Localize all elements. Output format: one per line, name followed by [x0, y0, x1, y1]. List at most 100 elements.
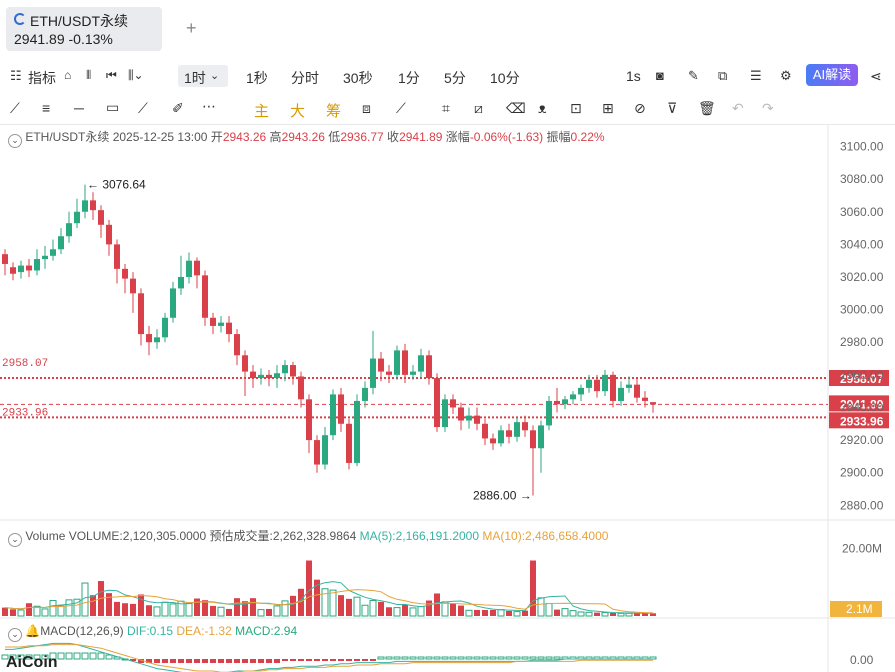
magnet-icon[interactable]: ⧈ [362, 100, 371, 116]
list-icon[interactable]: ☰ [750, 68, 762, 83]
redo-icon[interactable]: ↷ [762, 100, 774, 116]
split-screen-icon[interactable]: ⦀ [86, 68, 92, 82]
lock-icon[interactable]: ⊡ [570, 100, 582, 116]
parallel-lines-icon[interactable]: ≡ [42, 100, 51, 116]
indicator-button[interactable]: 指标 [28, 70, 56, 86]
volume-bar [441, 601, 449, 617]
visibility-icon[interactable]: ⊞ [602, 100, 614, 116]
candle-body [10, 267, 16, 274]
ray-icon[interactable]: ⟋ [138, 100, 148, 116]
volume-bar [306, 560, 312, 616]
add-tab-button[interactable]: + [186, 18, 197, 38]
candle-type-icon[interactable]: ⫼⌄ [128, 68, 144, 82]
high-value: 2943.26 [281, 130, 325, 144]
interval-1m[interactable]: 1分 [398, 70, 420, 86]
y-tick-label: 3040.00 [840, 237, 884, 251]
link-icon[interactable]: ⊘ [634, 100, 646, 116]
interval-1s[interactable]: 1秒 [246, 70, 268, 86]
low-value: 2936.77 [340, 130, 384, 144]
more-icon[interactable]: ⋯ [202, 98, 216, 114]
template-icon[interactable]: ⌂ [64, 68, 72, 82]
macd-bar [226, 659, 232, 663]
candle-body [26, 265, 32, 271]
aicoin-logo: AiCoin [6, 654, 58, 671]
volume-bar [49, 600, 57, 617]
macd-bar [529, 656, 537, 660]
interval-30s[interactable]: 30秒 [343, 70, 373, 86]
filter-icon[interactable]: ⊽ [667, 100, 678, 116]
settings-icon[interactable]: ⚙ [780, 68, 792, 83]
macd-bar [322, 659, 328, 661]
candle-body [434, 378, 440, 428]
macd-bar [138, 659, 144, 663]
eraser-icon[interactable]: ⌫ [506, 100, 526, 116]
main-force-tool[interactable]: 主 [254, 103, 270, 120]
volume-bar [530, 560, 536, 616]
collapse-icon[interactable]: ⌄ [8, 628, 22, 642]
macd-bar [210, 659, 216, 663]
candle-body [554, 400, 560, 405]
loading-icon [14, 13, 26, 25]
rewind-icon[interactable]: ⏮ [106, 68, 117, 82]
candle-body [290, 365, 296, 377]
interval-timeline[interactable]: 分时 [291, 70, 319, 86]
big-order-tool[interactable]: 大 [290, 103, 306, 120]
volume-bar [290, 595, 296, 616]
horizontal-line-icon[interactable]: ─ [74, 100, 84, 116]
interval-1s-right[interactable]: 1s [626, 68, 641, 84]
volume-bar [601, 612, 609, 617]
trash-icon[interactable]: 🗑 [698, 100, 716, 116]
trend-line-icon[interactable]: ⟋ [10, 100, 20, 116]
candle-body [410, 371, 416, 375]
volume-bar [26, 603, 32, 616]
volume-bar [90, 595, 96, 616]
macd-bar [505, 656, 513, 660]
volume-bar [73, 598, 81, 617]
y-tick-label: 2980.00 [840, 335, 884, 349]
macd-bar [81, 652, 89, 660]
interval-10m[interactable]: 10分 [490, 70, 520, 86]
high-label: 高 [269, 130, 282, 144]
chart-settings-icon[interactable]: ☷ [10, 68, 22, 83]
interval-dropdown[interactable]: 1时 ⌄ [178, 65, 228, 87]
undo-icon[interactable]: ↶ [732, 100, 744, 116]
pattern-icon[interactable]: ᴥ [538, 100, 547, 116]
y-tick-label: 2940.00 [840, 400, 884, 414]
candle-body [450, 399, 456, 408]
copy-icon[interactable]: ⧉ [718, 68, 728, 83]
collapse-icon[interactable]: ⌄ [8, 533, 22, 547]
symbol-tab[interactable]: ETH/USDT永续 2941.89 -0.13% [6, 7, 162, 51]
volume-bar [361, 604, 369, 617]
brush-icon[interactable]: ✐ [172, 100, 184, 116]
candle-body [250, 371, 256, 379]
ai-analysis-button[interactable]: AI解读 [806, 64, 858, 86]
chip-tool[interactable]: 筹 [326, 103, 342, 120]
ruler-icon[interactable]: ⧄ [474, 100, 483, 116]
macd-bar [57, 652, 65, 660]
edit-icon[interactable]: ✎ [688, 68, 699, 83]
volume-bar [194, 598, 200, 616]
text-icon[interactable]: ⌗ [442, 100, 450, 116]
measure-icon[interactable]: ⟋ [396, 100, 406, 116]
collapse-icon[interactable]: ⌄ [8, 134, 22, 148]
rectangle-icon[interactable]: ▭ [106, 99, 120, 115]
candle-body [194, 260, 200, 276]
candle-body [90, 200, 96, 211]
camera-icon[interactable]: ◙ [656, 68, 664, 83]
bell-icon[interactable]: 🔔 [25, 624, 41, 638]
macd-bar [202, 659, 208, 663]
macd-bar [234, 659, 240, 663]
amplitude-label: 振幅 [546, 130, 571, 144]
candle-body [346, 423, 352, 463]
candle-body [330, 394, 336, 436]
share-icon[interactable]: ⋖ [870, 68, 882, 84]
volume-label: Volume [25, 529, 66, 543]
interval-5m[interactable]: 5分 [444, 70, 466, 86]
candle-body [610, 374, 616, 401]
macd-bar [401, 656, 409, 660]
candle-body [418, 355, 424, 372]
macd-bar [370, 659, 376, 661]
volume-bar [537, 597, 545, 617]
candle-body [474, 415, 480, 424]
